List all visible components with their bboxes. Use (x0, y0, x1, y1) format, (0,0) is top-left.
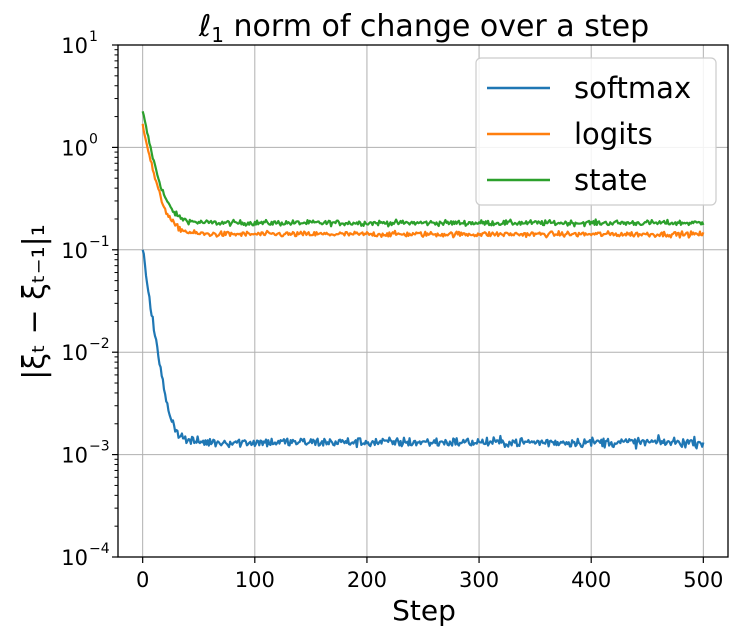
x-tick-label: 500 (683, 568, 723, 592)
y-axis-label: |ξₜ − ξₜ₋₁|₁ (17, 224, 52, 379)
legend-label-softmax: softmax (574, 71, 691, 105)
legend-label-state: state (574, 163, 647, 197)
x-tick-label: 400 (571, 568, 611, 592)
x-tick-label: 200 (347, 568, 387, 592)
y-tick-exponent: −4 (89, 541, 110, 557)
series-line-logits (141, 123, 705, 239)
y-tick-exponent: 1 (89, 29, 98, 45)
x-axis-label: Step (392, 594, 456, 627)
chart-title: ℓ1 norm of change over a step (198, 9, 649, 47)
y-tick-label: 10 (61, 239, 88, 263)
y-tick-label: 10 (61, 546, 88, 570)
y-tick-base: 10 (61, 34, 88, 58)
y-tick-exponent: −3 (89, 439, 110, 455)
x-tick-label: 100 (235, 568, 275, 592)
plot-frame (117, 44, 729, 558)
y-tick-base: 10 (61, 239, 88, 263)
y-tick-base: 10 (61, 341, 88, 365)
series-layer (141, 111, 705, 450)
title-subscript: 1 (211, 23, 224, 47)
legend-label-logits: logits (574, 117, 653, 151)
series-line-state (141, 111, 705, 228)
title-rest: norm of change over a step (224, 9, 649, 44)
x-tick-label: 0 (136, 568, 149, 592)
y-tick-exponent: −1 (89, 234, 110, 250)
y-tick-base: 10 (61, 546, 88, 570)
title-ell: ℓ (198, 9, 211, 44)
y-tick-label: 10 (61, 341, 88, 365)
legend-box (475, 57, 717, 206)
y-tick-label: 10 (61, 444, 88, 468)
y-tick-label: 10 (61, 34, 88, 58)
y-tick-exponent: −2 (89, 336, 110, 352)
y-tick-exponent: 0 (89, 131, 98, 147)
y-tick-base: 10 (61, 444, 88, 468)
x-tick-label: 300 (459, 568, 499, 592)
legend: softmax logits state (475, 57, 717, 206)
y-tick-label: 10 (61, 136, 88, 160)
x-ticks: 0 100 200 300 400 500 (136, 557, 723, 592)
y-tick-base: 10 (61, 136, 88, 160)
series-line-softmax (141, 249, 705, 450)
